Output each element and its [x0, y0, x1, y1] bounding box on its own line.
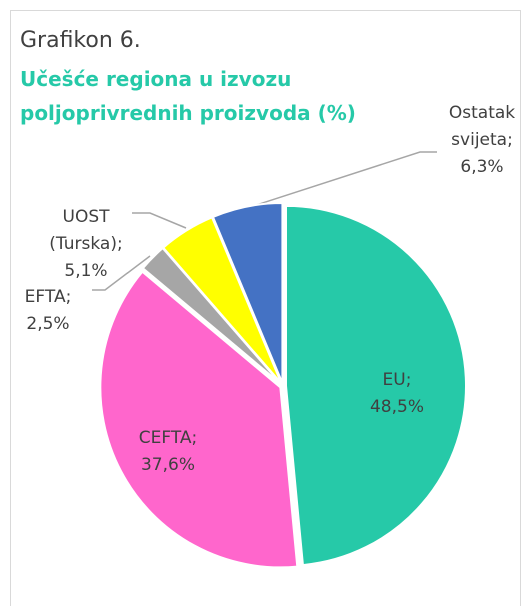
pie-slice — [161, 216, 283, 385]
category-label: Ostatak svijeta; — [449, 103, 515, 150]
category-label: EFTA; — [25, 287, 72, 307]
value-label: 37,6% — [141, 455, 195, 475]
chart-subtitle: Učešće regiona u izvozu poljoprivrednih … — [20, 67, 356, 125]
chart-title: Grafikon 6. — [20, 28, 141, 53]
leader-line — [246, 151, 437, 209]
pie-slice — [211, 202, 284, 384]
category-label: UOST (Turska); — [49, 207, 122, 254]
leader-line — [132, 212, 187, 229]
pie-slice — [99, 270, 299, 569]
value-label: 6,3% — [460, 157, 503, 177]
category-label: EU; — [383, 370, 412, 390]
category-label: CEFTA; — [139, 428, 198, 448]
value-label: 5,1% — [64, 261, 107, 281]
value-label: 2,5% — [26, 314, 69, 334]
pie-slice — [284, 204, 467, 567]
frame-border — [10, 10, 521, 606]
leader-line — [92, 255, 151, 291]
value-label: 48,5% — [370, 397, 424, 417]
